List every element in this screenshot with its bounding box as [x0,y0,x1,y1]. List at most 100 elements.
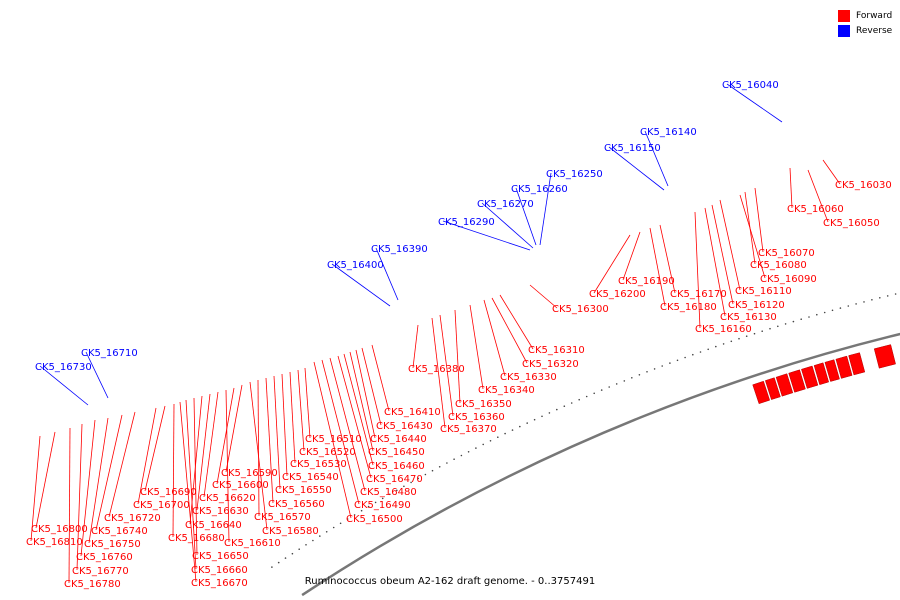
gene-label[interactable]: CK5_16750 [84,539,141,550]
gene-label[interactable]: CK5_16330 [500,372,557,383]
genome-dot [661,365,663,367]
gene-leader-lines [30,83,841,584]
gene-label[interactable]: CK5_16590 [221,468,278,479]
gene-label[interactable]: CK5_16500 [346,514,403,525]
gene-label[interactable]: CK5_16380 [408,364,465,375]
gene-label[interactable]: CK5_16450 [368,447,425,458]
gene-label[interactable]: CK5_16680 [168,533,225,544]
gene-label[interactable]: CK5_16110 [735,286,792,297]
gene-label[interactable]: CK5_16060 [787,204,844,215]
gene-label[interactable]: CK5_16600 [212,480,269,491]
gene-label[interactable]: CK5_16480 [360,487,417,498]
gene-label[interactable]: CK5_16460 [368,461,425,472]
gene-label[interactable]: CK5_16740 [91,526,148,537]
gene-label[interactable]: CK5_16550 [275,485,332,496]
gene-label[interactable]: CK5_16180 [660,302,717,313]
gene-label[interactable]: CK5_16620 [199,493,256,504]
gene-label[interactable]: CK5_16410 [384,407,441,418]
genome-dot [593,392,595,395]
gene-leader-line [88,417,109,544]
gene-label[interactable]: CK5_16520 [299,447,356,458]
gene-leader-line [442,220,531,251]
gene-label[interactable]: CK5_16810 [26,537,83,548]
gene-leader-line [539,172,552,246]
gene-label[interactable]: CK5_16770 [72,566,129,577]
gene-label[interactable]: CK5_16160 [695,324,752,335]
gene-leader-line [361,347,382,426]
genome-dot [431,469,434,472]
gene-label[interactable]: CK5_16490 [354,500,411,511]
gene-label[interactable]: CK5_16470 [366,474,423,485]
gene-label[interactable]: CK5_16640 [185,520,242,531]
gene-label[interactable]: CK5_16510 [305,434,362,445]
gene-label[interactable]: CK5_16690 [140,487,197,498]
gene-label[interactable]: CK5_16370 [440,424,497,435]
gene-label[interactable]: CK5_16310 [528,345,585,356]
gene-label[interactable]: CK5_16440 [370,434,427,445]
gene-label[interactable]: CK5_16720 [104,513,161,524]
forward-swatch [838,9,850,22]
gene-label[interactable]: CK5_16540 [282,472,339,483]
gene-label[interactable]: CK5_16760 [76,552,133,563]
gene-label[interactable]: CK5_16660 [191,565,248,576]
gene-label[interactable]: CK5_16200 [589,289,646,300]
gene-label[interactable]: CK5_16710 [81,348,138,359]
gene-leader-line [349,351,374,452]
gene-label[interactable]: CK5_16260 [511,184,568,195]
gene-label[interactable]: CK5_16050 [823,218,880,229]
genome-dot [808,316,810,318]
gene-label[interactable]: CK5_16030 [835,180,892,191]
gene-label[interactable]: CK5_16340 [478,385,535,396]
genome-dot [600,389,603,391]
gene-label[interactable]: CK5_16560 [268,499,325,510]
gene-label[interactable]: CK5_16080 [750,260,807,271]
gene-label[interactable]: CK5_16040 [722,80,779,91]
gene-label[interactable]: CK5_16530 [290,459,347,470]
forward-gene-arrow [752,380,771,405]
gene-label[interactable]: CK5_16140 [640,127,697,138]
gene-label[interactable]: CK5_16650 [192,551,249,562]
gene-label[interactable]: CK5_16190 [618,276,675,287]
gene-label[interactable]: CK5_16070 [758,248,815,259]
gene-label[interactable]: CK5_16170 [670,289,727,300]
gene-label[interactable]: CK5_16130 [720,312,777,323]
gene-label[interactable]: CK5_16610 [224,538,281,549]
gene-label[interactable]: CK5_16350 [455,399,512,410]
gene-label[interactable]: CK5_16390 [371,244,428,255]
forward-gene-arrow [848,352,866,376]
gene-leader-line [304,367,311,439]
gene-label[interactable]: CK5_16580 [262,526,319,537]
gene-label[interactable]: CK5_16270 [477,199,534,210]
gene-leader-line [375,247,399,301]
genome-dot [886,295,889,297]
gene-label[interactable]: CK5_16150 [604,143,661,154]
gene-label[interactable]: CK5_16630 [192,506,249,517]
gene-label[interactable]: CK5_16780 [64,579,121,590]
gene-label[interactable]: CK5_16800 [31,524,88,535]
gene-label[interactable]: CK5_16400 [327,260,384,271]
genome-dot [467,451,470,453]
gene-label[interactable]: CK5_16320 [522,359,579,370]
genome-dot [738,337,740,340]
gene-leader-line [711,204,734,305]
gene-label[interactable]: CK5_16670 [191,578,248,589]
gene-leader-line [203,391,219,498]
gene-label[interactable]: CK5_16570 [254,512,311,523]
genome-dot [676,359,679,362]
genome-dot [424,473,427,476]
gene-label[interactable]: CK5_16120 [728,300,785,311]
gene-leader-line [137,407,157,505]
genome-dot [570,402,573,404]
gene-label[interactable]: CK5_16290 [438,217,495,228]
genome-dot [497,436,499,439]
gene-label[interactable]: CK5_16730 [35,362,92,373]
gene-label[interactable]: CK5_16250 [546,169,603,180]
reverse-swatch [838,24,850,37]
gene-label[interactable]: CK5_16360 [448,412,505,423]
forward-gene-arrow [788,369,806,393]
gene-label[interactable]: CK5_16090 [760,274,817,285]
gene-label[interactable]: CK5_16430 [376,421,433,432]
gene-label[interactable]: CK5_16300 [552,304,609,315]
gene-label[interactable]: CK5_16700 [133,500,190,511]
genome-dot [353,514,356,516]
